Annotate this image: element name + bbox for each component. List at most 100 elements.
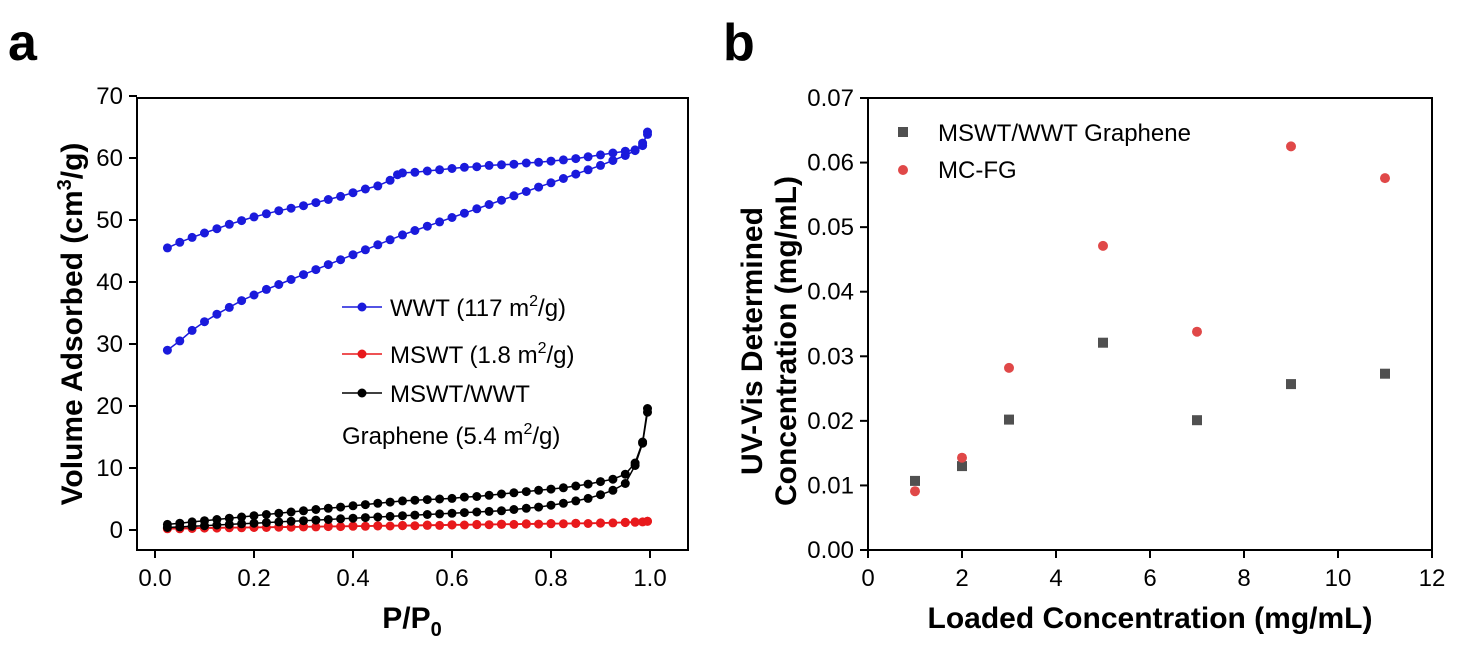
desorption-point: [385, 175, 395, 185]
desorption-point: [373, 181, 383, 191]
data-point-square: [957, 461, 967, 472]
desorption-point: [323, 195, 333, 204]
desorption-point: [398, 496, 407, 506]
panel-a-plot-frame: [136, 97, 689, 551]
adsorption-point: [546, 178, 556, 188]
legend-mc-fg-label: MC-FG: [938, 157, 1017, 184]
desorption-point: [422, 520, 432, 530]
adsorption-point: [620, 479, 630, 488]
adsorption-point: [274, 517, 284, 527]
adsorption-point: [398, 230, 407, 240]
adsorption-point: [447, 213, 457, 222]
adsorption-point: [249, 518, 259, 528]
panel-a-legend: WWT (117 m2/g) MSWT (1.8 m2/g) MSWT/WWT …: [342, 293, 574, 450]
legend-mswt-wwt-graphene-label: MSWT/WWT Graphene: [938, 120, 1191, 147]
data-point-circle: [1286, 141, 1296, 152]
desorption-point: [630, 145, 640, 155]
adsorption-point: [583, 165, 593, 175]
desorption-point: [274, 206, 284, 216]
panel-a-y-ticks: 0 10 20 30 40 50 60 70: [96, 83, 137, 544]
adsorption-point: [521, 503, 531, 513]
adsorption-point: [497, 506, 506, 516]
desorption-point: [459, 162, 469, 172]
panel-b-x-axis-title: Loaded Concentration (mg/mL): [928, 602, 1373, 635]
desorption-point: [638, 141, 648, 151]
adsorption-point: [187, 325, 197, 335]
desorption-point: [459, 492, 469, 502]
adsorption-point: [360, 513, 370, 523]
desorption-point: [237, 512, 247, 522]
desorption-point: [261, 209, 271, 219]
desorption-point: [311, 505, 321, 514]
panel-a-y-tick-label: 10: [96, 455, 123, 482]
panel-a-y-tick-label: 50: [96, 207, 123, 234]
series-wwt: [162, 127, 652, 355]
panel-a-x-tick-label: 0.0: [138, 565, 171, 592]
adsorption-point: [175, 336, 185, 346]
adsorption-point: [472, 204, 482, 214]
series-mswt-wwt-graphene: [910, 337, 1390, 486]
adsorption-point: [546, 500, 556, 510]
panel-b-y-axis-title-line1: UV-Vis Determined: [736, 207, 769, 475]
legend-item-mc-fg: MC-FG: [898, 157, 1017, 184]
desorption-point: [534, 157, 544, 167]
desorption-point: [546, 519, 556, 528]
desorption-point: [472, 492, 482, 501]
panel-a-y-tick-label: 30: [96, 331, 123, 358]
legend-mswt-wwt-marker: [357, 388, 367, 398]
panel-b-y-tick-label: 0.04: [807, 279, 854, 306]
legend-wwt-label: WWT (117 m2/g): [390, 293, 566, 322]
desorption-point: [435, 165, 445, 175]
desorption-point: [447, 164, 457, 173]
adsorption-point: [459, 508, 469, 518]
desorption-point: [509, 159, 519, 169]
legend-item-mswt: MSWT (1.8 m2/g): [342, 340, 574, 369]
desorption-point: [571, 481, 581, 491]
desorption-point: [521, 158, 531, 168]
panel-b-y-tick-label: 0.01: [807, 472, 854, 499]
desorption-point: [435, 494, 445, 504]
desorption-point: [299, 201, 308, 211]
desorption-point: [643, 127, 652, 137]
desorption-point: [620, 146, 630, 156]
adsorption-point: [348, 250, 358, 260]
adsorption-point: [261, 518, 271, 528]
adsorption-point: [237, 519, 247, 529]
desorption-point: [558, 155, 568, 165]
panel-a-x-axis-title: P/P0: [382, 602, 441, 641]
desorption-point: [175, 518, 185, 528]
desorption-point: [630, 458, 640, 468]
desorption-point: [643, 516, 652, 526]
desorption-point: [620, 469, 630, 479]
adsorption-point: [596, 160, 605, 170]
desorption-point: [410, 495, 420, 505]
desorption-point: [348, 188, 358, 198]
panel-a-series: [162, 127, 652, 534]
panel-b-legend: MSWT/WWT Graphene MC-FG: [898, 120, 1191, 184]
adsorption-point: [435, 217, 445, 227]
desorption-point: [410, 167, 420, 177]
desorption-point: [348, 521, 358, 531]
desorption-point: [200, 516, 209, 526]
adsorption-point: [348, 513, 358, 523]
adsorption-point: [571, 169, 581, 179]
desorption-point: [571, 154, 581, 164]
data-point-circle: [1380, 173, 1390, 184]
data-point-circle: [1004, 362, 1014, 373]
adsorption-point: [459, 208, 469, 218]
panel-b-y-tick-label: 0.07: [807, 85, 854, 112]
panel-b-y-ticks: 0.00 0.01 0.02 0.03 0.04 0.05 0.06 0.07: [807, 85, 868, 564]
series-mc-fg: [910, 141, 1390, 497]
desorption-point: [249, 212, 259, 222]
adsorption-point: [484, 506, 494, 516]
panel-a-x-ticks: 0.0 0.2 0.4 0.6 0.8 1.0: [138, 550, 667, 592]
adsorption-point: [286, 516, 296, 526]
adsorption-point: [497, 195, 506, 205]
adsorption-point: [261, 284, 271, 294]
desorption-point: [447, 520, 457, 530]
data-point-circle: [910, 486, 920, 497]
adsorption-point: [162, 345, 172, 355]
adsorption-point: [323, 515, 333, 524]
panel-b-y-tick-label: 0.03: [807, 343, 854, 370]
